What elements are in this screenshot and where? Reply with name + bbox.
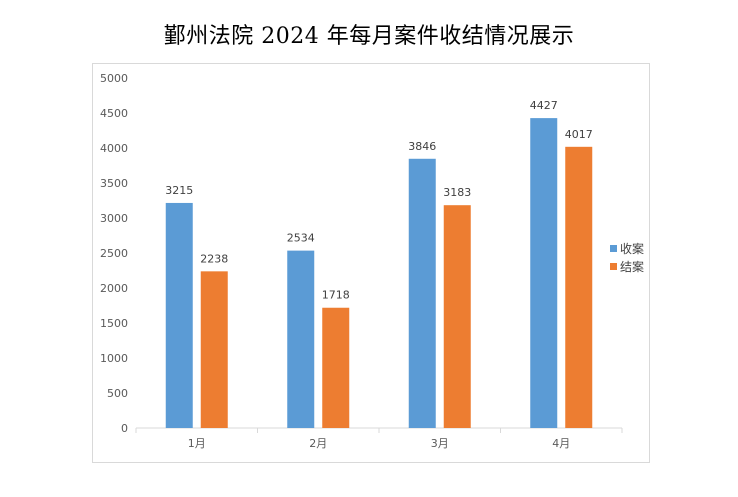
bar-series-2 (565, 146, 593, 428)
data-label: 1718 (322, 289, 350, 302)
y-tick-label: 1000 (100, 352, 128, 365)
legend-swatch (610, 263, 617, 270)
bar-series-1 (287, 250, 315, 428)
bar-series-1 (165, 202, 193, 428)
x-tick-label: 3月 (431, 437, 449, 450)
x-tick-label: 2月 (309, 437, 327, 450)
data-label: 3183 (443, 186, 471, 199)
bar-series-1 (408, 158, 436, 428)
data-label: 3846 (408, 140, 436, 153)
bar-series-2 (443, 205, 471, 428)
chart-frame (92, 63, 650, 463)
data-label: 4017 (565, 128, 593, 141)
y-tick-label: 2500 (100, 247, 128, 260)
y-tick-label: 4000 (100, 142, 128, 155)
legend-entry: 收案 (620, 241, 644, 256)
legend-entry: 结案 (620, 259, 644, 274)
legend-swatch (610, 245, 617, 252)
y-tick-label: 1500 (100, 317, 128, 330)
y-tick-label: 4500 (100, 107, 128, 120)
data-label: 2238 (200, 252, 228, 265)
chart-title: 鄞州法院 2024 年每月案件收结情况展示 (163, 24, 575, 49)
y-tick-label: 3000 (100, 212, 128, 225)
y-tick-label: 3500 (100, 177, 128, 190)
bar-series-1 (530, 118, 558, 429)
x-tick-label: 4月 (552, 437, 570, 450)
y-tick-label: 0 (121, 422, 128, 435)
x-tick-label: 1月 (188, 437, 206, 450)
data-label: 4427 (530, 99, 558, 112)
bar-series-2 (200, 271, 228, 428)
y-tick-label: 500 (107, 387, 128, 400)
y-tick-label: 2000 (100, 282, 128, 295)
bar-series-2 (322, 307, 350, 428)
data-label: 2534 (287, 232, 315, 245)
data-label: 3215 (165, 184, 193, 197)
y-tick-label: 5000 (100, 72, 128, 85)
